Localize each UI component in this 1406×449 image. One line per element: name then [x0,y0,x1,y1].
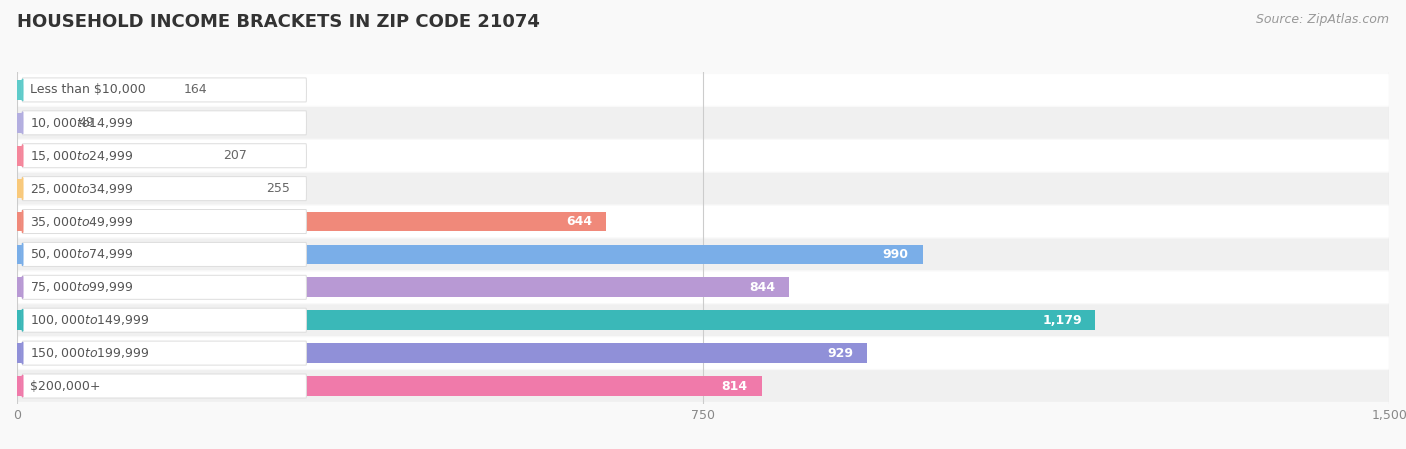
Text: 814: 814 [721,379,748,392]
Text: 844: 844 [749,281,775,294]
Bar [17,376,762,396]
FancyBboxPatch shape [17,173,1389,204]
FancyBboxPatch shape [17,304,1389,336]
Text: Source: ZipAtlas.com: Source: ZipAtlas.com [1256,13,1389,26]
Bar [17,211,606,231]
FancyBboxPatch shape [22,275,307,299]
Text: $100,000 to $149,999: $100,000 to $149,999 [30,313,149,327]
Text: $200,000+: $200,000+ [30,379,100,392]
Text: 164: 164 [183,84,207,97]
Bar [17,146,207,166]
Text: 644: 644 [567,215,592,228]
FancyBboxPatch shape [17,107,1389,139]
FancyBboxPatch shape [22,210,307,233]
Bar [17,80,167,100]
Text: 990: 990 [883,248,908,261]
Bar [17,310,1095,330]
FancyBboxPatch shape [22,341,307,365]
FancyBboxPatch shape [17,337,1389,369]
Text: 49: 49 [79,116,94,129]
Text: $15,000 to $24,999: $15,000 to $24,999 [30,149,134,163]
Text: 929: 929 [827,347,853,360]
Bar [17,245,922,264]
Text: 207: 207 [222,149,246,162]
Text: $10,000 to $14,999: $10,000 to $14,999 [30,116,134,130]
Bar [17,343,866,363]
Bar [17,277,789,297]
FancyBboxPatch shape [22,111,307,135]
FancyBboxPatch shape [22,374,307,398]
Text: 255: 255 [267,182,291,195]
FancyBboxPatch shape [22,242,307,266]
Text: $25,000 to $34,999: $25,000 to $34,999 [30,182,134,196]
Text: $35,000 to $49,999: $35,000 to $49,999 [30,215,134,229]
Text: $50,000 to $74,999: $50,000 to $74,999 [30,247,134,261]
Text: HOUSEHOLD INCOME BRACKETS IN ZIP CODE 21074: HOUSEHOLD INCOME BRACKETS IN ZIP CODE 21… [17,13,540,31]
Bar [17,113,62,133]
Text: 1,179: 1,179 [1042,314,1081,327]
FancyBboxPatch shape [17,140,1389,172]
Bar [17,179,250,198]
Text: $75,000 to $99,999: $75,000 to $99,999 [30,280,134,294]
FancyBboxPatch shape [22,144,307,168]
FancyBboxPatch shape [22,308,307,332]
FancyBboxPatch shape [17,206,1389,238]
FancyBboxPatch shape [17,74,1389,106]
Text: Less than $10,000: Less than $10,000 [30,84,145,97]
FancyBboxPatch shape [22,176,307,201]
FancyBboxPatch shape [22,78,307,102]
FancyBboxPatch shape [17,370,1389,402]
FancyBboxPatch shape [17,238,1389,270]
Text: $150,000 to $199,999: $150,000 to $199,999 [30,346,149,360]
FancyBboxPatch shape [17,272,1389,303]
